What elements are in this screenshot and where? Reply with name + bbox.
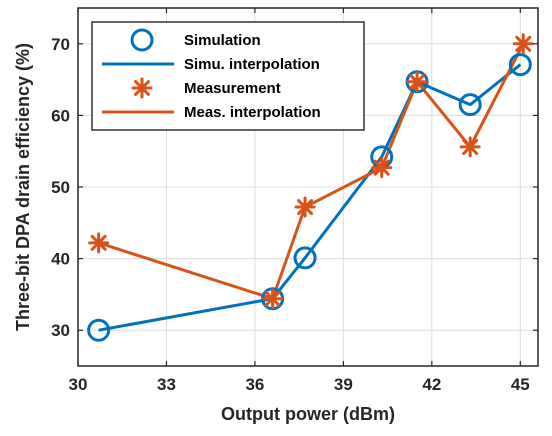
measurement-point <box>459 136 481 158</box>
legend-measurement-label: Measurement <box>184 80 281 97</box>
simulation-point <box>508 53 532 77</box>
y-tick-label: 40 <box>51 250 70 269</box>
measurement-point <box>262 288 284 310</box>
y-tick-label: 60 <box>51 106 70 125</box>
y-axis-label: Three-bit DPA drain efficiency (%) <box>13 43 33 331</box>
simulation-point <box>87 318 111 342</box>
measurement-point <box>512 33 534 55</box>
series-markers <box>87 33 534 342</box>
x-axis-ticks: 30 33 36 39 42 45 <box>69 8 530 394</box>
x-tick-label: 45 <box>511 375 530 394</box>
x-tick-label: 39 <box>334 375 353 394</box>
legend-meas-interpolation-label: Meas. interpolation <box>184 104 321 121</box>
y-axis-ticks: 30 40 50 60 70 <box>51 35 538 340</box>
measurement-point <box>88 232 110 254</box>
measurement-point <box>371 157 393 179</box>
x-tick-label: 30 <box>69 375 88 394</box>
x-axis-label: Output power (dBm) <box>221 404 395 424</box>
legend-simu-interpolation-label: Simu. interpolation <box>184 56 320 73</box>
legend: Simulation Simu. interpolation Measureme… <box>91 21 365 131</box>
y-tick-label: 70 <box>51 35 70 54</box>
x-tick-label: 33 <box>157 375 176 394</box>
legend-circle-symbol <box>130 28 154 52</box>
legend-simulation-marker <box>130 28 154 52</box>
x-tick-label: 42 <box>422 375 441 394</box>
legend-asterisk-symbol <box>131 77 153 99</box>
measurement-point <box>294 196 316 218</box>
y-tick-label: 50 <box>51 178 70 197</box>
x-tick-label: 36 <box>245 375 264 394</box>
y-tick-label: 30 <box>51 321 70 340</box>
simulation-point <box>458 93 482 117</box>
legend-simulation-label: Simulation <box>184 32 261 49</box>
simulation-point <box>293 246 317 270</box>
legend-measurement-marker <box>131 77 153 99</box>
measurement-point <box>406 71 428 93</box>
